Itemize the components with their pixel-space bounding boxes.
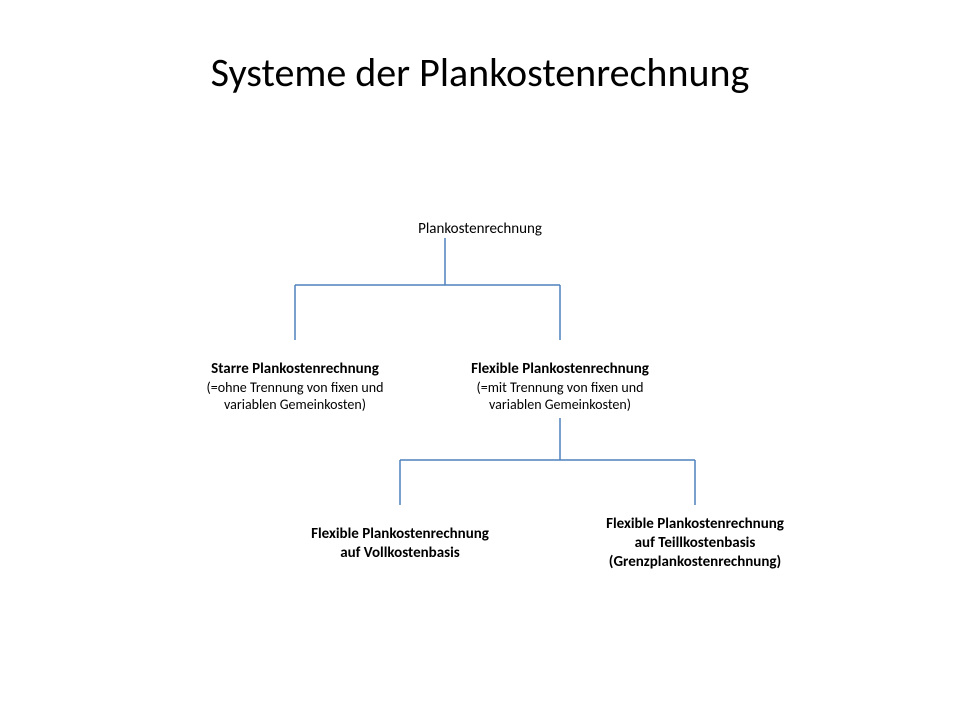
connector-level2 bbox=[0, 0, 960, 720]
slide: Systeme der Plankostenrechnung Plankoste… bbox=[0, 0, 960, 720]
